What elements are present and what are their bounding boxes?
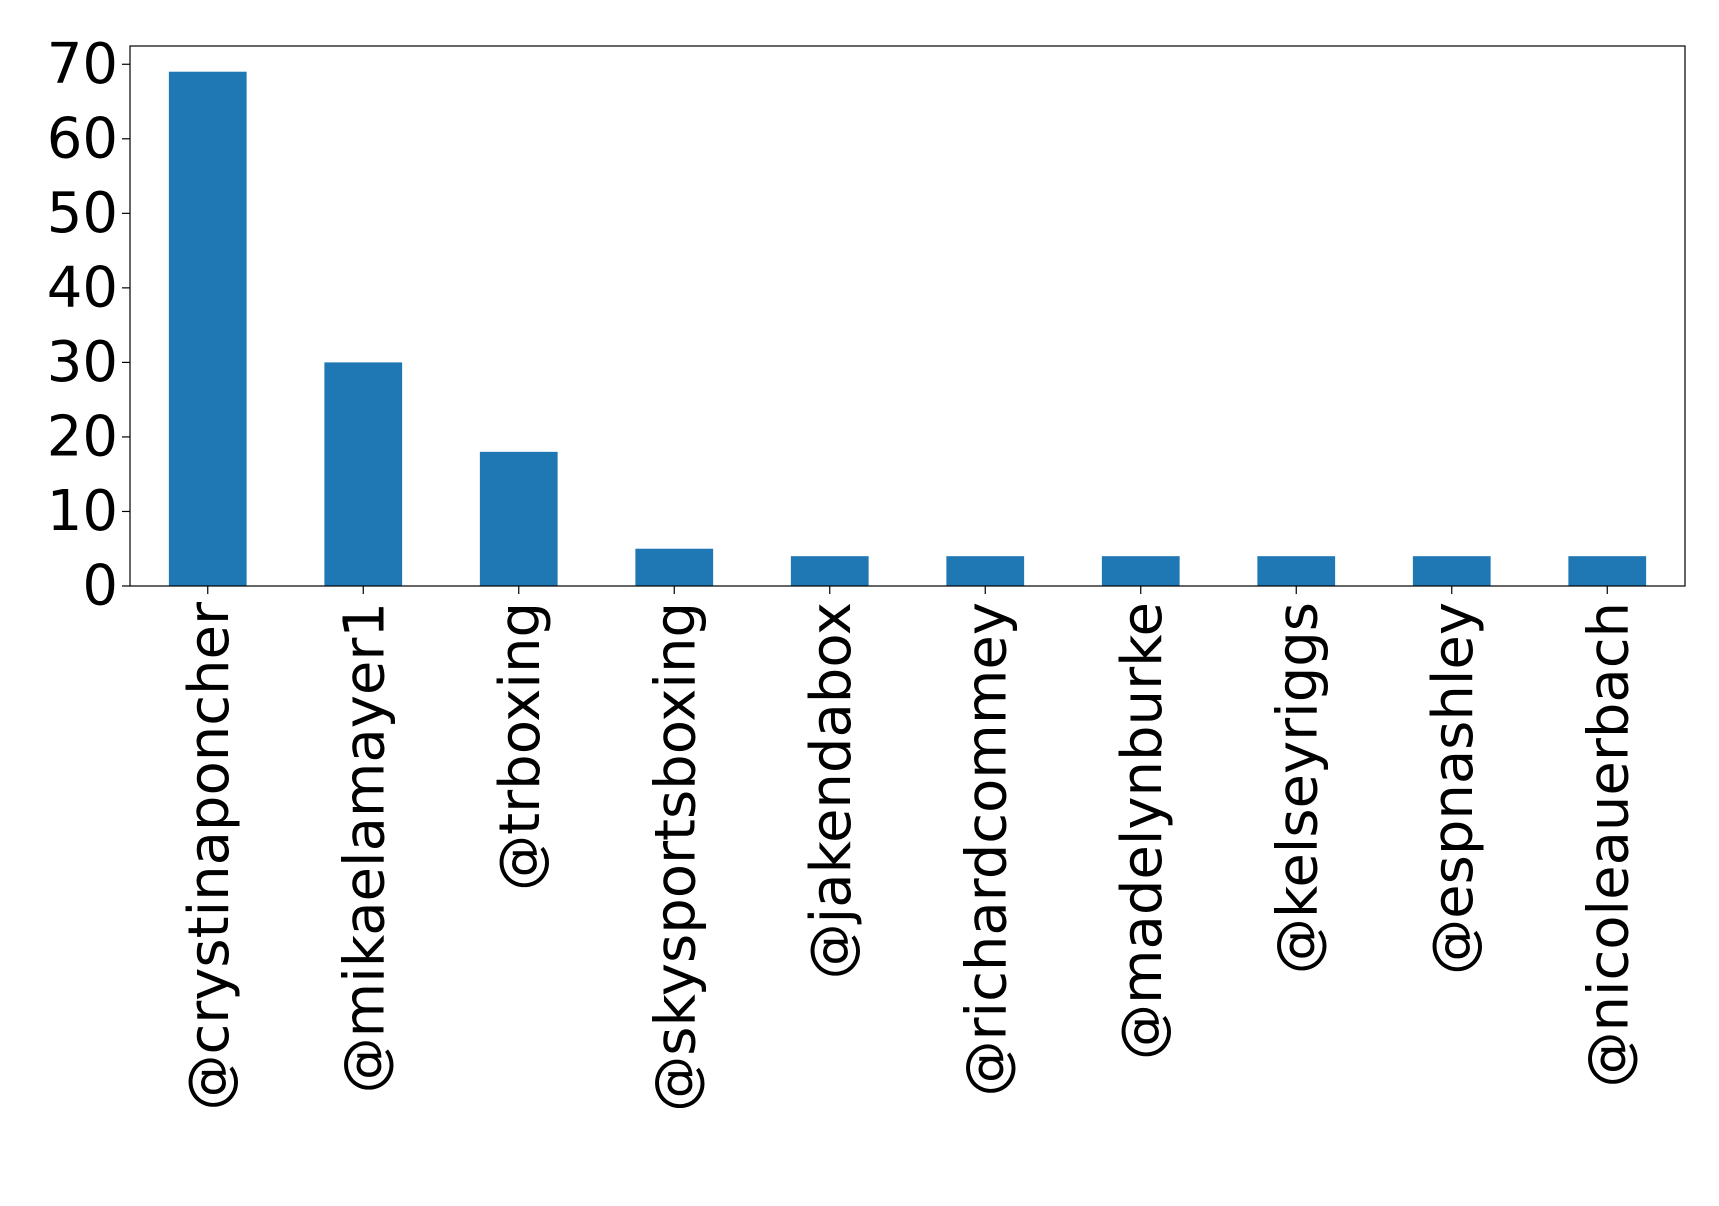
x-axis: @crystinaponcher @mikaelamayer1 @trboxing @…	[177, 586, 1641, 1112]
x-tick-label: @crystinaponcher	[177, 601, 242, 1110]
x-tick-label: @nicoleauerbach	[1576, 602, 1641, 1088]
bar-nicoleauerbach	[1568, 556, 1647, 586]
bar-kelseyriggs	[1257, 556, 1336, 586]
x-tick-label: @mikaelamayer1	[332, 602, 397, 1093]
x-tick-label: @trboxing	[488, 602, 553, 891]
y-tick-label: 40	[47, 255, 118, 320]
bar-skysportsboxing	[635, 548, 714, 586]
y-tick-label: 60	[47, 106, 118, 171]
y-tick-label: 20	[47, 404, 118, 469]
y-tick-label: 10	[47, 479, 118, 544]
x-tick-label: @kelseyriggs	[1265, 602, 1330, 974]
bar-jakendabox	[790, 556, 869, 586]
bars-group	[168, 71, 1647, 586]
x-tick-label: @skysportsboxing	[643, 602, 708, 1112]
y-tick-label: 50	[47, 181, 118, 246]
bar-richardcommey	[946, 556, 1025, 586]
y-axis: 0 10 20 30 40 50 60 70	[47, 32, 130, 619]
y-tick-label: 0	[82, 554, 118, 619]
x-tick-label: @madelynburke	[1110, 602, 1175, 1060]
y-tick-label: 30	[47, 330, 118, 395]
y-tick-label: 70	[47, 32, 118, 97]
x-tick-label: @richardcommey	[954, 602, 1019, 1097]
bar-espnashley	[1412, 556, 1491, 586]
bar-trboxing	[479, 451, 558, 586]
plot-frame	[129, 45, 1686, 587]
x-tick-label: @espnashley	[1421, 602, 1486, 975]
bar-crystinaponcher	[168, 71, 247, 586]
x-tick-label: @jakendabox	[799, 602, 864, 979]
bar-mikaelamayer1	[324, 362, 403, 586]
bar-madelynburke	[1101, 556, 1180, 586]
